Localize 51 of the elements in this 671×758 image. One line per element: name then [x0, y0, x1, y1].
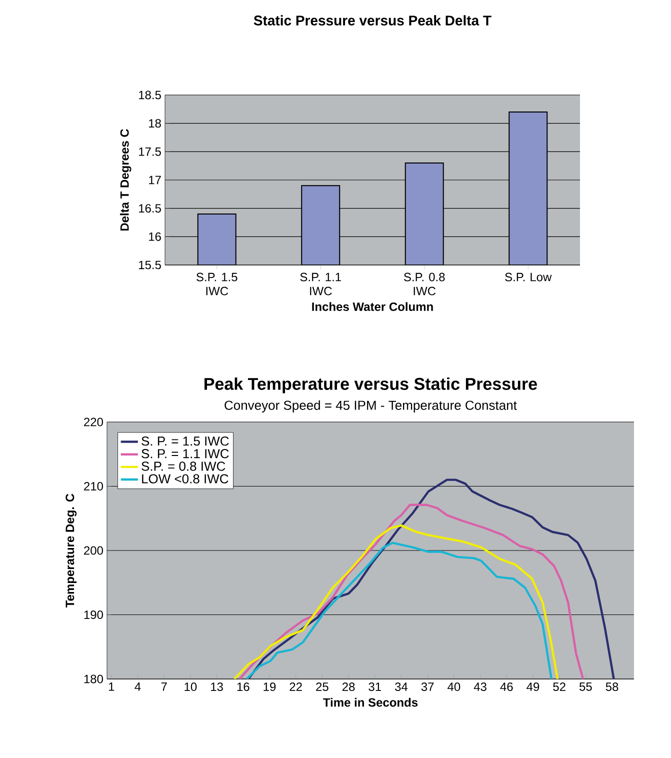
y-tick-label: 18.5: [139, 90, 161, 100]
x-tick-label: 4: [134, 682, 141, 691]
x-tick-label: 25: [316, 682, 328, 692]
y-tick-label: 200: [84, 546, 103, 555]
x-tick-label: 19: [264, 682, 276, 692]
x-tick-label: 55: [579, 682, 592, 691]
x-tick-label: 52: [553, 682, 566, 692]
y-tick-label: 220: [84, 418, 103, 426]
x-tick-label: 16: [237, 682, 250, 692]
y-tick-label: 210: [84, 482, 103, 490]
y-axis-title: Temperature Deg. C: [66, 494, 77, 608]
line-series: [247, 478, 615, 679]
line-series: [246, 542, 553, 679]
x-tick-label: 43: [474, 682, 486, 692]
x-tick-label: 34: [395, 682, 408, 692]
y-tick-label: 190: [84, 610, 103, 619]
chart-title: Peak Temperature versus Static Pressure: [204, 377, 537, 394]
legend-label: LOW <0.8 IWC: [142, 474, 228, 484]
y-tick-label: 16: [149, 232, 161, 241]
y-tick-label: 15.5: [139, 260, 161, 270]
x-axis-title: Inches Water Column: [312, 302, 433, 311]
y-axis-title: Delta T Degrees C: [120, 128, 132, 231]
x-tick-label: S.P. 1.1 IWC: [300, 272, 341, 296]
line-series: [233, 524, 559, 679]
x-tick-label: 1: [108, 682, 114, 691]
x-tick-label: 49: [526, 682, 540, 692]
x-tick-label: 40: [448, 682, 460, 692]
x-tick-label: S.P. 1.5 IWC: [196, 272, 238, 296]
x-tick-label: S.P. Low: [505, 272, 552, 282]
x-axis-title: Time in Seconds: [323, 698, 418, 707]
x-tick-label: 7: [161, 682, 167, 691]
y-tick-label: 18: [149, 119, 161, 128]
y-tick-label: 17: [149, 176, 161, 184]
x-tick-label: 22: [290, 682, 302, 691]
chart-title: Static Pressure versus Peak Delta T: [254, 15, 492, 26]
y-tick-label: 17.5: [139, 147, 161, 156]
x-tick-label: 58: [606, 682, 618, 692]
legend-label: S.P. = 0.8 IWC: [142, 462, 226, 471]
x-tick-label: 31: [368, 682, 381, 692]
chart-subtitle: Conveyor Speed = 45 IPM - Temperature Constant: [224, 400, 517, 412]
x-tick-label: 10: [184, 682, 197, 692]
legend-label: S. P. = 1.1 IWC: [142, 449, 229, 458]
x-tick-label: 46: [500, 682, 513, 692]
x-tick-label: S.P. 0.8 IWC: [404, 272, 445, 296]
y-tick-label: 16.5: [139, 204, 161, 213]
x-tick-label: 28: [342, 682, 355, 692]
x-tick-label: 13: [211, 682, 223, 692]
x-tick-label: 37: [421, 682, 434, 692]
y-tick-label: 180: [84, 674, 103, 684]
legend-label: S. P. = 1.5 IWC: [142, 436, 229, 446]
line-series: [238, 504, 584, 679]
